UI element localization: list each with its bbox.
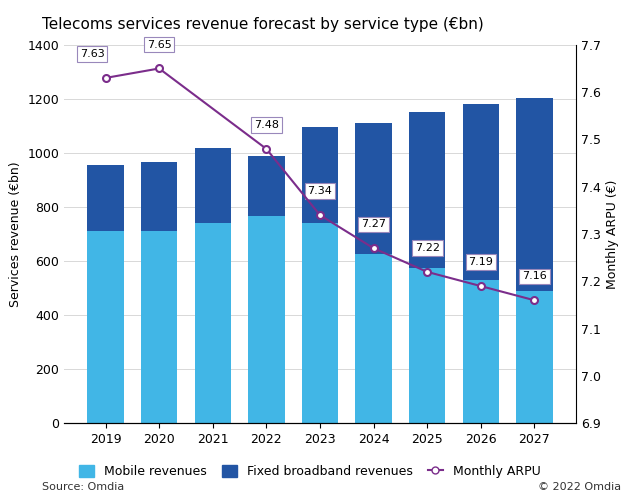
Text: Telecoms services revenue forecast by service type (€bn): Telecoms services revenue forecast by se… [42,17,483,32]
Bar [516,98,553,291]
Text: 7.16: 7.16 [522,271,547,281]
Bar [355,254,392,423]
Bar [195,147,231,223]
Bar [248,217,285,423]
Bar [302,223,338,423]
Bar [141,162,177,232]
Bar [87,232,124,423]
Bar [87,165,124,232]
Text: Source: Omdia: Source: Omdia [42,482,124,492]
Text: 7.19: 7.19 [468,257,493,267]
Bar [355,123,392,254]
Bar [516,291,553,423]
Text: 7.48: 7.48 [254,120,279,130]
Legend: Mobile revenues, Fixed broadband revenues, Monthly ARPU: Mobile revenues, Fixed broadband revenue… [74,460,545,483]
Text: 7.63: 7.63 [80,49,104,59]
Bar [195,223,231,423]
Text: © 2022 Omdia: © 2022 Omdia [538,482,621,492]
Bar [302,127,338,223]
Bar [463,280,499,423]
Bar [141,232,177,423]
Bar [409,113,445,268]
Text: 7.34: 7.34 [308,186,332,196]
Text: 7.22: 7.22 [415,243,440,253]
Bar [248,156,285,217]
Text: 7.65: 7.65 [147,39,172,50]
Bar [463,104,499,280]
Y-axis label: Services revenue (€bn): Services revenue (€bn) [9,161,22,307]
Text: 7.27: 7.27 [361,219,386,230]
Y-axis label: Monthly ARPU (€): Monthly ARPU (€) [607,179,620,289]
Bar [409,268,445,423]
